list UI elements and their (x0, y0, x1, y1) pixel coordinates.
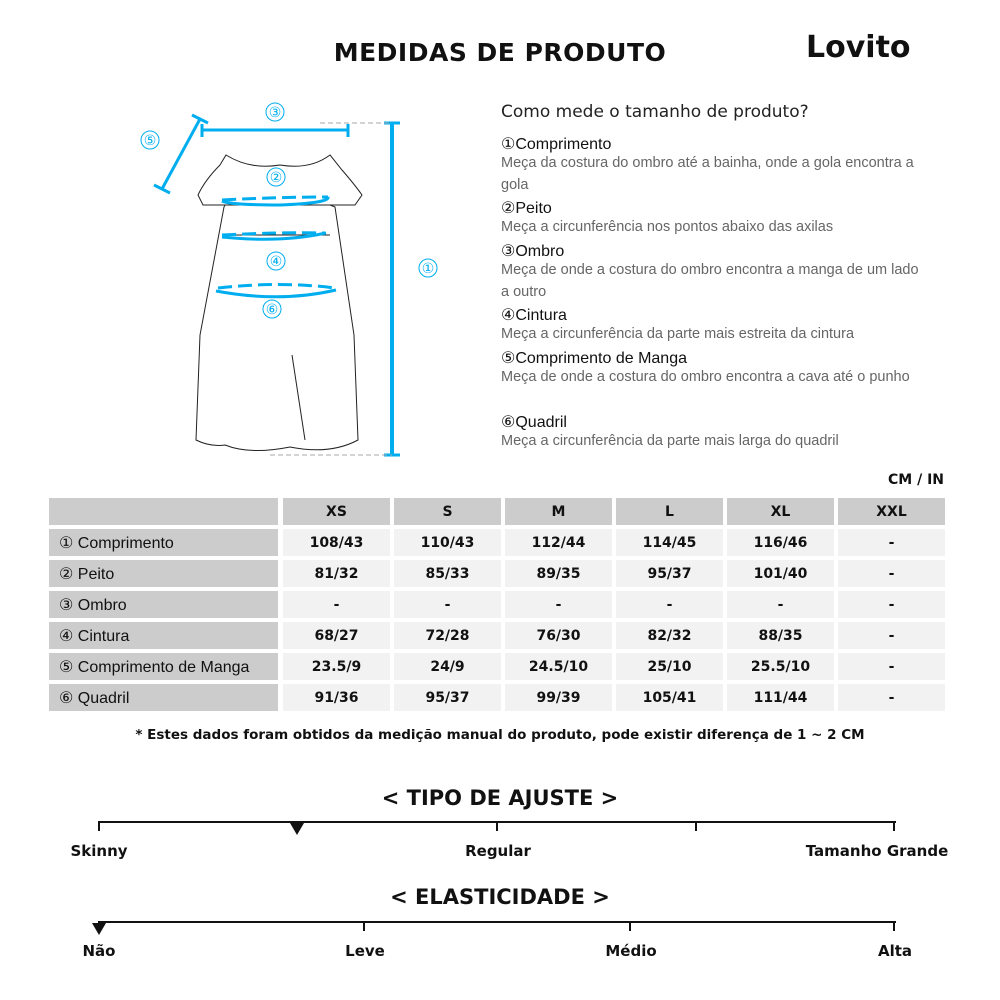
table-header-size: XL (727, 498, 834, 525)
label-3: ③ (269, 105, 282, 121)
table-cell: 110/43 (394, 529, 501, 556)
guide-title: Como mede o tamanho de produto? (501, 102, 809, 122)
fit-label-skinny: Skinny (70, 842, 128, 860)
table-cell: 114/45 (616, 529, 723, 556)
guide-item-name: ③Ombro (501, 243, 565, 260)
table-cell: - (838, 529, 945, 556)
table-header-size: M (505, 498, 612, 525)
fit-tick (695, 821, 697, 831)
table-cell: - (727, 591, 834, 618)
table-row-label: ③ Ombro (49, 591, 278, 618)
elasticity-label-medium: Médio (605, 942, 657, 960)
guide-item-name: ⑤Comprimento de Manga (501, 350, 687, 367)
table-cell: - (505, 591, 612, 618)
table-cell: 111/44 (727, 684, 834, 711)
table-header-size: XS (283, 498, 390, 525)
table-cell: 72/28 (394, 622, 501, 649)
unit-label: CM / IN (888, 472, 944, 488)
fit-tick (496, 821, 498, 831)
table-row-label: ④ Cintura (49, 622, 278, 649)
table-cell: 91/36 (283, 684, 390, 711)
table-cell: 24/9 (394, 653, 501, 680)
guide-item-desc: Meça da costura do ombro até a bainha, o… (501, 155, 914, 193)
table-header-size: L (616, 498, 723, 525)
brand-logo: Lovito (806, 30, 911, 65)
fit-title: < TIPO DE AJUSTE > (381, 786, 619, 810)
table-cell: 24.5/10 (505, 653, 612, 680)
label-5: ⑤ (144, 133, 157, 149)
fit-label-large: Tamanho Grande (805, 842, 949, 860)
table-cell: - (283, 591, 390, 618)
table-cell: 116/46 (727, 529, 834, 556)
table-cell: 82/32 (616, 622, 723, 649)
table-cell: 101/40 (727, 560, 834, 587)
table-cell: 25.5/10 (727, 653, 834, 680)
guide-item-desc: Meça a circunferência da parte mais estr… (501, 326, 855, 342)
table-note: * Estes dados foram obtidos da medição m… (135, 727, 865, 743)
table-row-label: ① Comprimento (49, 529, 278, 556)
guide-item-name: ④Cintura (501, 307, 567, 324)
table-cell: 85/33 (394, 560, 501, 587)
elasticity-label-light: Leve (345, 942, 385, 960)
elasticity-marker (92, 923, 106, 935)
guide-item-name: ①Comprimento (501, 136, 612, 153)
table-cell: 81/32 (283, 560, 390, 587)
table-cell: 25/10 (616, 653, 723, 680)
elasticity-tick (893, 921, 895, 931)
fit-tick (893, 821, 895, 831)
page-title: MEDIDAS DE PRODUTO (333, 38, 667, 67)
guide-item-desc: Meça a circunferência da parte mais larg… (501, 433, 839, 449)
table-cell: 23.5/9 (283, 653, 390, 680)
table-row-label: ⑥ Quadril (49, 684, 278, 711)
table-header-blank (49, 498, 278, 525)
fit-label-regular: Regular (465, 842, 531, 860)
elasticity-label-none: Não (82, 942, 116, 960)
table-cell: - (838, 560, 945, 587)
guide-item-desc: Meça de onde a costura do ombro encontra… (501, 369, 910, 385)
table-cell: 108/43 (283, 529, 390, 556)
table-cell: 76/30 (505, 622, 612, 649)
elasticity-title: < ELASTICIDADE > (390, 885, 610, 909)
table-cell: 95/37 (616, 560, 723, 587)
elasticity-tick (363, 921, 365, 931)
table-cell: 88/35 (727, 622, 834, 649)
table-cell: - (616, 591, 723, 618)
table-header-size: XXL (838, 498, 945, 525)
table-cell: 68/27 (283, 622, 390, 649)
elasticity-tick (629, 921, 631, 931)
table-cell: - (838, 653, 945, 680)
guide-item-desc: Meça de onde a costura do ombro encontra… (501, 262, 919, 300)
guide-item-name: ⑥Quadril (501, 414, 567, 431)
table-cell: 89/35 (505, 560, 612, 587)
guide-item-name: ②Peito (501, 200, 552, 217)
label-6: ⑥ (266, 302, 279, 318)
label-2: ② (270, 170, 283, 186)
elasticity-scale (99, 921, 896, 923)
table-cell: 99/39 (505, 684, 612, 711)
label-1: ① (422, 261, 435, 277)
table-row-label: ⑤ Comprimento de Manga (49, 653, 278, 680)
label-4: ④ (270, 254, 283, 270)
fit-marker (290, 823, 304, 835)
table-row-label: ② Peito (49, 560, 278, 587)
table-cell: - (838, 622, 945, 649)
fit-tick (98, 821, 100, 831)
table-cell: 105/41 (616, 684, 723, 711)
table-cell: 95/37 (394, 684, 501, 711)
table-cell: - (838, 684, 945, 711)
dress-diagram: ③ ⑤ ② ④ ⑥ ① (140, 102, 438, 457)
table-cell: 112/44 (505, 529, 612, 556)
elasticity-label-high: Alta (877, 942, 913, 960)
table-header-size: S (394, 498, 501, 525)
guide-item-desc: Meça a circunferência nos pontos abaixo … (501, 219, 834, 235)
table-cell: - (394, 591, 501, 618)
table-cell: - (838, 591, 945, 618)
